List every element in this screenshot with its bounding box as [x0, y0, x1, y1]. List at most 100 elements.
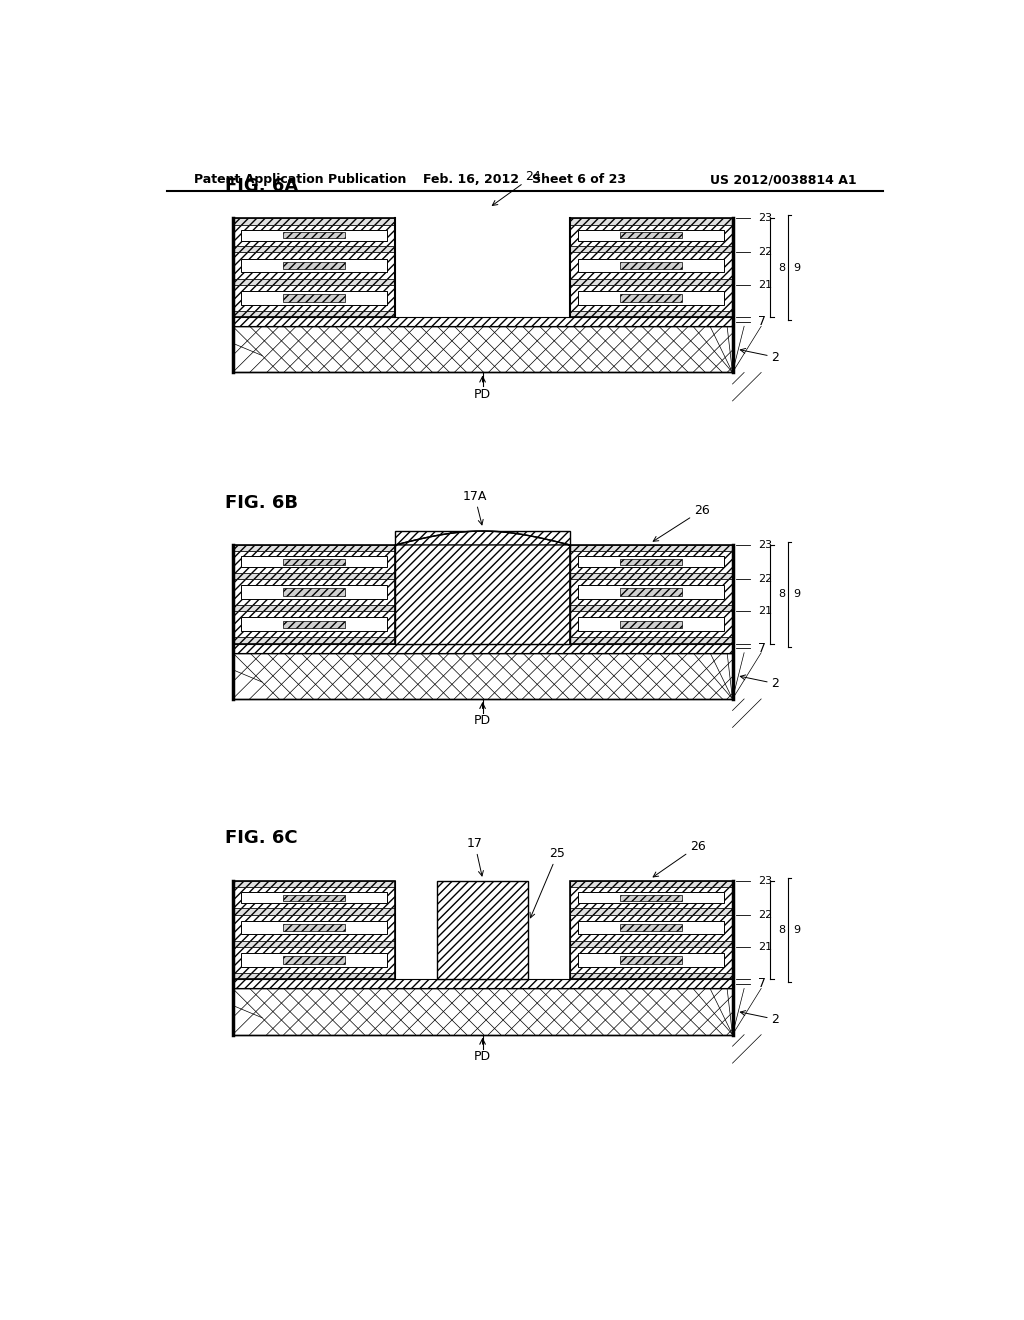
Text: 2: 2 [740, 675, 779, 690]
Bar [569, 946, 732, 973]
Bar [232, 887, 395, 908]
Bar [284, 232, 345, 239]
Bar [284, 895, 345, 900]
Bar [284, 924, 345, 932]
Text: 8: 8 [778, 925, 785, 935]
Bar [284, 589, 345, 595]
Text: 23: 23 [758, 540, 772, 550]
Bar [232, 880, 395, 979]
Bar [241, 921, 387, 935]
Bar [578, 585, 724, 599]
Bar [232, 989, 732, 1035]
Bar [569, 246, 732, 252]
Text: 23: 23 [758, 214, 772, 223]
Text: 7: 7 [758, 315, 766, 329]
Bar [232, 915, 395, 941]
Bar [232, 285, 395, 312]
Bar [569, 545, 732, 644]
Bar [569, 973, 732, 979]
Bar [621, 620, 682, 628]
Text: 21: 21 [758, 606, 772, 616]
Bar [232, 611, 395, 638]
Bar [621, 895, 682, 900]
Bar [241, 892, 387, 903]
Bar [437, 880, 528, 979]
Text: FIG. 6B: FIG. 6B [225, 494, 298, 512]
Bar [232, 317, 732, 326]
Polygon shape [395, 531, 569, 545]
Bar [284, 261, 345, 269]
Text: PD: PD [474, 388, 492, 400]
Bar [232, 973, 395, 979]
Bar [395, 531, 569, 644]
Bar [284, 956, 345, 964]
Bar [569, 252, 732, 279]
Bar [578, 230, 724, 242]
Text: 2: 2 [740, 1011, 779, 1026]
Bar [232, 653, 732, 700]
Text: 2: 2 [740, 348, 779, 363]
Bar [621, 294, 682, 301]
Text: 22: 22 [758, 574, 772, 583]
Bar [569, 908, 732, 915]
Bar [569, 218, 732, 224]
Bar [569, 552, 732, 573]
Bar [241, 585, 387, 599]
Bar [578, 892, 724, 903]
Bar [232, 552, 395, 573]
Bar [232, 246, 395, 252]
Text: 24: 24 [493, 169, 541, 206]
Bar [578, 618, 724, 631]
Bar [621, 924, 682, 932]
Text: 22: 22 [758, 247, 772, 257]
Bar [569, 915, 732, 941]
Text: 8: 8 [778, 263, 785, 273]
Bar [232, 573, 395, 579]
Text: 25: 25 [530, 847, 565, 917]
Bar [232, 326, 732, 372]
Text: 9: 9 [794, 589, 801, 599]
Bar [569, 880, 732, 979]
Text: PD: PD [474, 714, 492, 727]
Bar [232, 946, 395, 973]
Bar [284, 558, 345, 565]
Text: 26: 26 [653, 840, 706, 876]
Bar [232, 224, 395, 246]
Bar [621, 261, 682, 269]
Bar [569, 573, 732, 579]
Bar [232, 880, 395, 887]
Bar [232, 653, 732, 700]
Bar [569, 880, 732, 887]
Bar [232, 605, 395, 611]
Text: US 2012/0038814 A1: US 2012/0038814 A1 [710, 173, 856, 186]
Bar [621, 589, 682, 595]
Text: 26: 26 [653, 504, 710, 541]
Text: 9: 9 [794, 925, 801, 935]
Text: 8: 8 [778, 589, 785, 599]
Bar [232, 644, 732, 653]
Bar [232, 989, 732, 1035]
Bar [232, 941, 395, 946]
Bar [284, 294, 345, 301]
Bar [569, 887, 732, 908]
Text: 23: 23 [758, 875, 772, 886]
Text: 17: 17 [467, 837, 483, 876]
Bar [621, 956, 682, 964]
Bar [621, 232, 682, 239]
Text: 9: 9 [794, 263, 801, 273]
Bar [569, 941, 732, 946]
Bar [578, 259, 724, 272]
Bar [232, 578, 395, 605]
Bar [241, 230, 387, 242]
Bar [232, 545, 395, 552]
Bar [569, 285, 732, 312]
Bar [241, 259, 387, 272]
Text: 21: 21 [758, 942, 772, 952]
Text: 7: 7 [758, 642, 766, 655]
Text: Patent Application Publication: Patent Application Publication [194, 173, 407, 186]
Text: 7: 7 [758, 977, 766, 990]
Bar [569, 605, 732, 611]
Bar [241, 953, 387, 966]
Bar [569, 219, 732, 317]
Bar [241, 290, 387, 305]
